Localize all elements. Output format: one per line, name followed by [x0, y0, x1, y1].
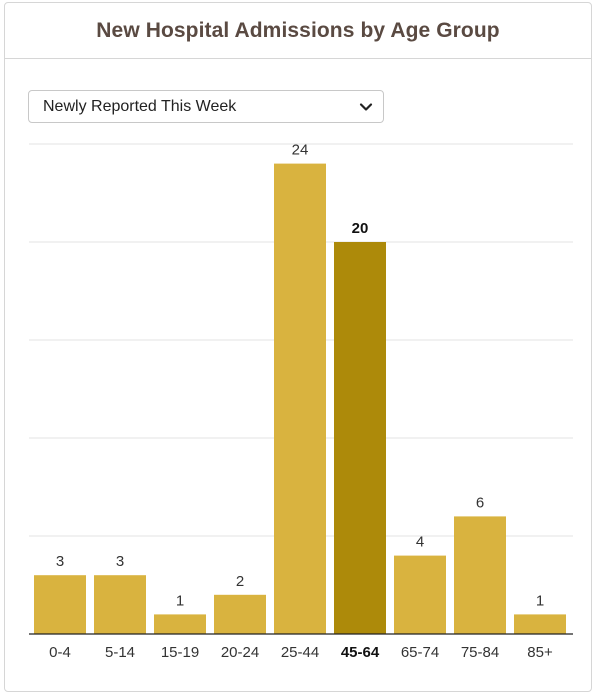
data-label-5-14: 3 — [116, 553, 124, 570]
period-select[interactable]: Newly Reported This Week — [28, 90, 384, 123]
bar-45-64 — [334, 242, 386, 634]
bar-5-14 — [94, 575, 146, 634]
x-tick-label-0-4: 0-4 — [49, 644, 71, 661]
x-tick-label-75-84: 75-84 — [461, 644, 499, 661]
bar-65-74 — [394, 555, 446, 634]
x-tick-label-85+: 85+ — [527, 644, 553, 661]
data-label-45-64: 20 — [352, 220, 369, 237]
x-tick-label-15-19: 15-19 — [161, 644, 199, 661]
bar-0-4 — [34, 575, 86, 634]
bar-15-19 — [154, 614, 206, 634]
x-tick-label-25-44: 25-44 — [281, 644, 319, 661]
bar-20-24 — [214, 594, 266, 634]
period-select-value: Newly Reported This Week — [43, 97, 237, 115]
chart-title: New Hospital Admissions by Age Group — [96, 18, 500, 42]
data-label-75-84: 6 — [476, 494, 484, 511]
data-label-20-24: 2 — [236, 573, 244, 590]
data-label-25-44: 24 — [292, 142, 309, 159]
bar-75-84 — [454, 516, 506, 634]
data-label-15-19: 1 — [176, 592, 184, 609]
x-tick-label-65-74: 65-74 — [401, 644, 439, 661]
data-label-0-4: 3 — [56, 553, 64, 570]
x-tick-label-45-64: 45-64 — [341, 644, 380, 661]
data-label-85+: 1 — [536, 592, 544, 609]
bar-85+ — [514, 614, 566, 634]
card-header: New Hospital Admissions by Age Group — [5, 3, 591, 59]
chevron-down-icon — [359, 100, 373, 114]
bar-25-44 — [274, 163, 326, 634]
data-label-65-74: 4 — [416, 534, 424, 551]
x-tick-label-5-14: 5-14 — [105, 644, 135, 661]
x-tick-label-20-24: 20-24 — [221, 644, 259, 661]
